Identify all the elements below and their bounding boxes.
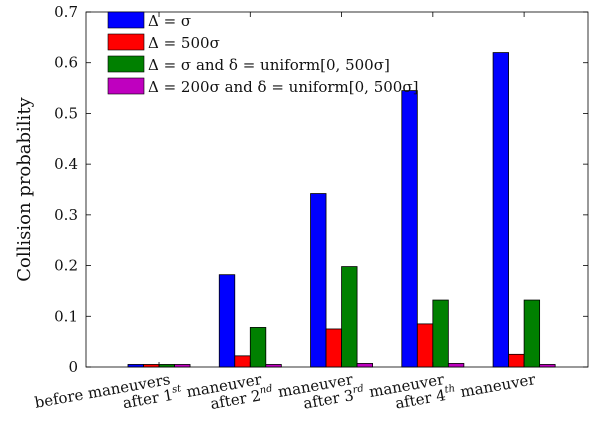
bar [249,327,267,368]
y-tick-label: 0.7 [54,3,78,21]
bar [310,193,327,368]
bar [432,299,449,368]
bar [416,323,434,368]
legend-swatch [107,11,145,29]
legend-label: Δ = 500σ [148,34,220,52]
bar [265,364,282,368]
bar [325,328,342,368]
bar [447,363,465,368]
bar [143,364,160,368]
x-tick-label-superscript: st [171,383,183,396]
y-tick-label: 0 [68,358,78,376]
bar [539,364,556,368]
legend-label: Δ = 200σ and δ = uniform[0, 500σ] [148,78,418,96]
legend-swatch [107,77,145,95]
y-tick-label: 0.1 [54,307,78,325]
bar [174,364,191,368]
y-tick-label: 0.3 [54,206,78,224]
bar [523,299,541,368]
x-tick-label-superscript: rd [352,383,365,396]
y-tick-label: 0.6 [54,54,78,72]
x-tick-label-superscript: nd [259,383,274,396]
y-axis-label: Collision probability [14,96,35,281]
x-tick-label-superscript: th [444,383,456,396]
bar [218,274,236,368]
legend-label: Δ = σ and δ = uniform[0, 500σ] [148,56,390,74]
y-tick-label: 0.2 [54,257,78,275]
legend-swatch [107,55,145,73]
bar [341,266,358,368]
y-tick-label: 0.5 [54,104,78,122]
bar [508,353,525,368]
legend-label: Δ = σ [148,12,191,30]
bar [127,364,144,368]
bar [492,52,509,368]
bar [158,364,175,368]
bar [234,355,251,368]
bar [401,90,418,368]
legend-swatch [107,33,145,51]
legend: Δ = σ Δ = 500σ Δ = σ and δ = uniform[0, 50… [107,11,418,96]
y-tick-label: 0.4 [54,155,78,173]
bar [356,363,373,368]
